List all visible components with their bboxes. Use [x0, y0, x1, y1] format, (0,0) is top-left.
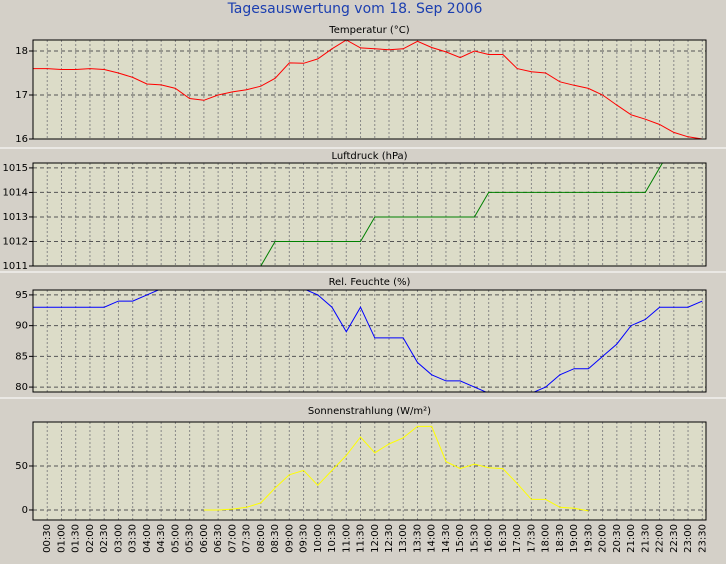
x-tick-label: 12:00: [370, 524, 381, 553]
x-tick-label: 21:00: [626, 524, 637, 553]
y-tick-label: 1012: [3, 236, 28, 247]
x-tick-label: 23:00: [683, 524, 694, 553]
x-tick-label: 08:00: [256, 524, 267, 553]
x-tick-label: 01:30: [71, 524, 82, 553]
plot-border: [32, 421, 707, 521]
x-tick-label: 10:00: [313, 524, 324, 553]
x-tick-label: 14:30: [441, 524, 452, 553]
series-line: [33, 290, 703, 392]
plot-border: [32, 39, 707, 140]
x-tick-label: 20:00: [598, 524, 609, 553]
x-tick-label: 22:00: [655, 524, 666, 553]
x-tick-label: 16:00: [484, 524, 495, 553]
x-tick-label: 18:30: [555, 524, 566, 553]
plot-area: [33, 290, 706, 392]
x-tick-label: 17:00: [512, 524, 523, 553]
x-tick-label: 03:00: [113, 524, 124, 553]
y-tick-label: 1011: [3, 261, 28, 272]
x-tick-label: 05:00: [170, 524, 181, 553]
x-tick-label: 02:00: [85, 524, 96, 553]
x-tick-label: 07:00: [227, 524, 238, 553]
x-tick-label: 22:30: [669, 524, 680, 553]
x-tick-label: 19:00: [569, 524, 580, 553]
x-tick-label: 16:30: [498, 524, 509, 553]
series-line: [33, 163, 664, 266]
chart-title: Luftdruck (hPa): [331, 151, 407, 162]
plot-area: [33, 40, 706, 139]
x-tick-label: 09:00: [284, 524, 295, 553]
x-tick-label: 03:30: [128, 524, 139, 553]
x-tick-label: 01:00: [56, 524, 67, 553]
y-tick-label: 85: [15, 351, 28, 362]
x-tick-label: 06:30: [213, 524, 224, 553]
x-tick-label: 19:30: [583, 524, 594, 553]
x-tick-label: 17:30: [526, 524, 537, 553]
x-tick-label: 18:00: [541, 524, 552, 553]
x-tick-label: 11:30: [356, 524, 367, 553]
x-tick-label: 02:30: [99, 524, 110, 553]
plot-border: [32, 289, 707, 393]
x-tick-label: 08:30: [270, 524, 281, 553]
plot-border: [32, 162, 707, 267]
y-tick-label: 1014: [3, 187, 28, 198]
x-tick-label: 04:30: [156, 524, 167, 553]
x-tick-label: 10:30: [327, 524, 338, 553]
x-tick-label: 07:30: [242, 524, 253, 553]
y-tick-label: 1015: [3, 163, 28, 174]
x-tick-label: 15:00: [455, 524, 466, 553]
chart-title: Rel. Feuchte (%): [329, 277, 411, 288]
x-tick-label: 23:30: [697, 524, 708, 553]
x-tick-label: 05:30: [185, 524, 196, 553]
x-tick-label: 11:00: [341, 524, 352, 553]
x-tick-label: 09:30: [299, 524, 310, 553]
x-tick-label: 13:30: [412, 524, 423, 553]
y-tick-label: 17: [15, 90, 28, 101]
plot-area: [33, 422, 706, 520]
x-tick-label: 04:00: [142, 524, 153, 553]
y-tick-label: 16: [15, 134, 28, 145]
chart-title: Sonnenstrahlung (W/m²): [308, 406, 431, 417]
x-tick-label: 00:30: [42, 524, 53, 553]
x-tick-label: 14:00: [427, 524, 438, 553]
y-tick-label: 1013: [3, 212, 28, 223]
y-tick-label: 90: [15, 321, 28, 332]
y-tick-label: 95: [15, 290, 28, 301]
x-tick-label: 12:30: [384, 524, 395, 553]
x-tick-label: 13:00: [398, 524, 409, 553]
chart-title: Temperatur (°C): [328, 25, 409, 36]
x-tick-label: 06:00: [199, 524, 210, 553]
page-title: Tagesauswertung vom 18. Sep 2006: [227, 1, 483, 17]
plot-area: [33, 163, 706, 266]
y-tick-label: 0: [22, 505, 28, 516]
y-tick-label: 50: [15, 461, 28, 472]
series-line: [203, 425, 589, 512]
series-line: [33, 40, 703, 139]
y-tick-label: 80: [15, 382, 28, 393]
x-tick-label: 15:30: [469, 524, 480, 553]
y-tick-label: 18: [15, 46, 28, 57]
x-tick-label: 20:30: [612, 524, 623, 553]
x-tick-label: 21:30: [640, 524, 651, 553]
